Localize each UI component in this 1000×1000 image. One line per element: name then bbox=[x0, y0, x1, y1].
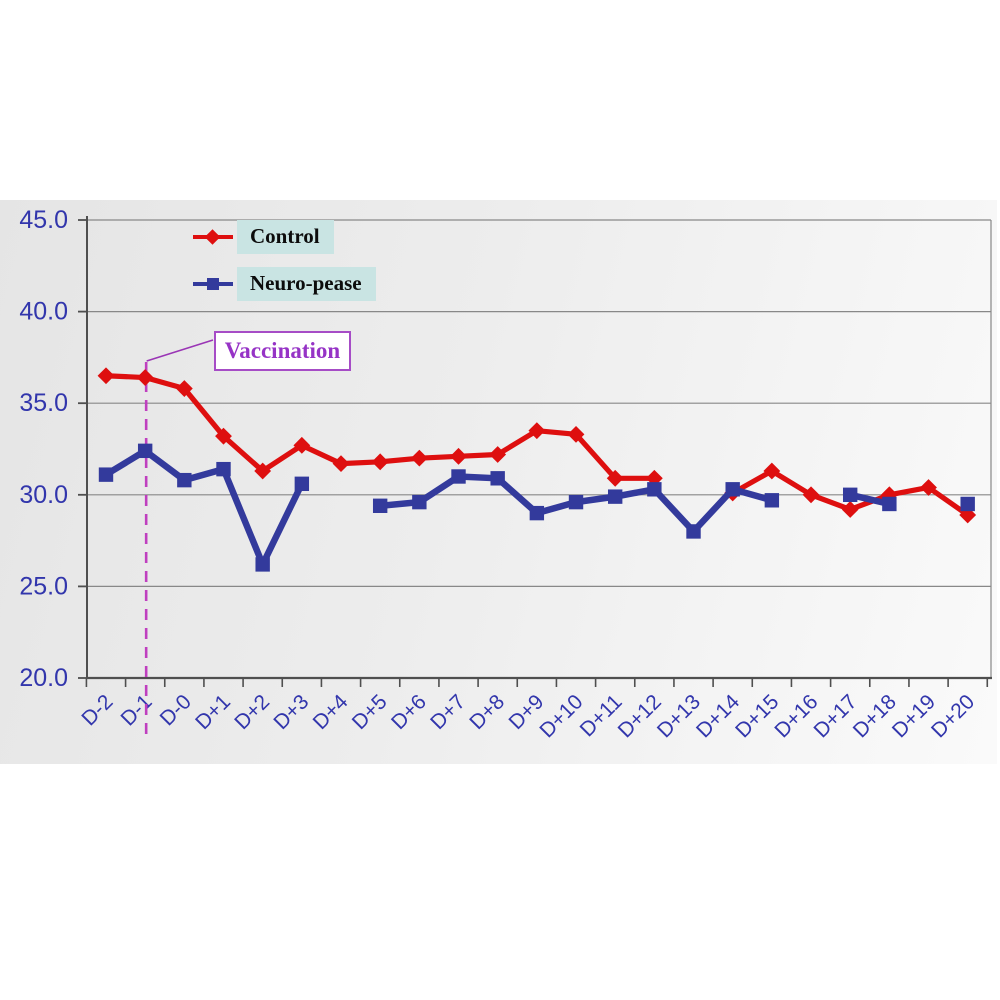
svg-text:D+17: D+17 bbox=[810, 690, 862, 742]
svg-text:D+15: D+15 bbox=[731, 690, 783, 742]
svg-text:D+3: D+3 bbox=[269, 690, 313, 734]
svg-text:45.0: 45.0 bbox=[19, 206, 68, 234]
svg-text:D+14: D+14 bbox=[692, 690, 744, 742]
svg-text:D+18: D+18 bbox=[849, 690, 901, 742]
x-tick-labels: D-2D-1D-0D+1D+2D+3D+4D+5D+6D+7D+8D+9D+10… bbox=[77, 690, 979, 742]
svg-text:D+8: D+8 bbox=[465, 690, 509, 734]
legend-label-neuro-pease: Neuro-pease bbox=[237, 267, 376, 301]
svg-text:D-0: D-0 bbox=[156, 690, 196, 730]
svg-text:D+20: D+20 bbox=[927, 690, 979, 742]
svg-text:D+19: D+19 bbox=[888, 690, 940, 742]
legend-item-control: Control bbox=[193, 220, 393, 254]
svg-text:D+6: D+6 bbox=[387, 690, 431, 734]
svg-text:D+4: D+4 bbox=[309, 690, 353, 734]
svg-text:D+5: D+5 bbox=[348, 690, 392, 734]
svg-text:35.0: 35.0 bbox=[19, 389, 68, 417]
svg-text:D-1: D-1 bbox=[117, 690, 157, 730]
svg-text:D+1: D+1 bbox=[191, 690, 235, 734]
vaccination-annotation-label: Vaccination bbox=[224, 338, 341, 363]
series-control bbox=[97, 367, 977, 524]
svg-text:25.0: 25.0 bbox=[19, 572, 68, 600]
x-axis-ticks bbox=[85, 678, 989, 687]
svg-text:D+13: D+13 bbox=[653, 690, 705, 742]
svg-text:40.0: 40.0 bbox=[19, 298, 68, 326]
vaccination-annotation: Vaccination bbox=[214, 331, 351, 371]
svg-text:D+7: D+7 bbox=[426, 690, 470, 734]
svg-text:30.0: 30.0 bbox=[19, 481, 68, 509]
svg-text:D+12: D+12 bbox=[614, 690, 666, 742]
y-axis-ticks bbox=[78, 219, 87, 679]
axes bbox=[86, 216, 992, 680]
chart-legend: Control Neuro-pease bbox=[193, 220, 393, 314]
legend-label-control: Control bbox=[237, 220, 334, 254]
svg-text:20.0: 20.0 bbox=[19, 664, 68, 692]
y-tick-labels: 45.0 40.0 35.0 30.0 25.0 20.0 bbox=[19, 206, 68, 692]
svg-text:D-2: D-2 bbox=[77, 690, 117, 730]
neuro-pease-square-marker-icon bbox=[193, 278, 233, 290]
series-neuro-pease bbox=[98, 443, 975, 572]
legend-item-neuro-pease: Neuro-pease bbox=[193, 267, 393, 301]
control-diamond-marker-icon bbox=[193, 229, 233, 245]
svg-text:D+16: D+16 bbox=[770, 690, 822, 742]
svg-text:D+2: D+2 bbox=[230, 690, 274, 734]
svg-text:D+11: D+11 bbox=[576, 690, 627, 741]
vaccination-callout-line bbox=[146, 339, 214, 362]
svg-text:D+10: D+10 bbox=[535, 690, 587, 742]
